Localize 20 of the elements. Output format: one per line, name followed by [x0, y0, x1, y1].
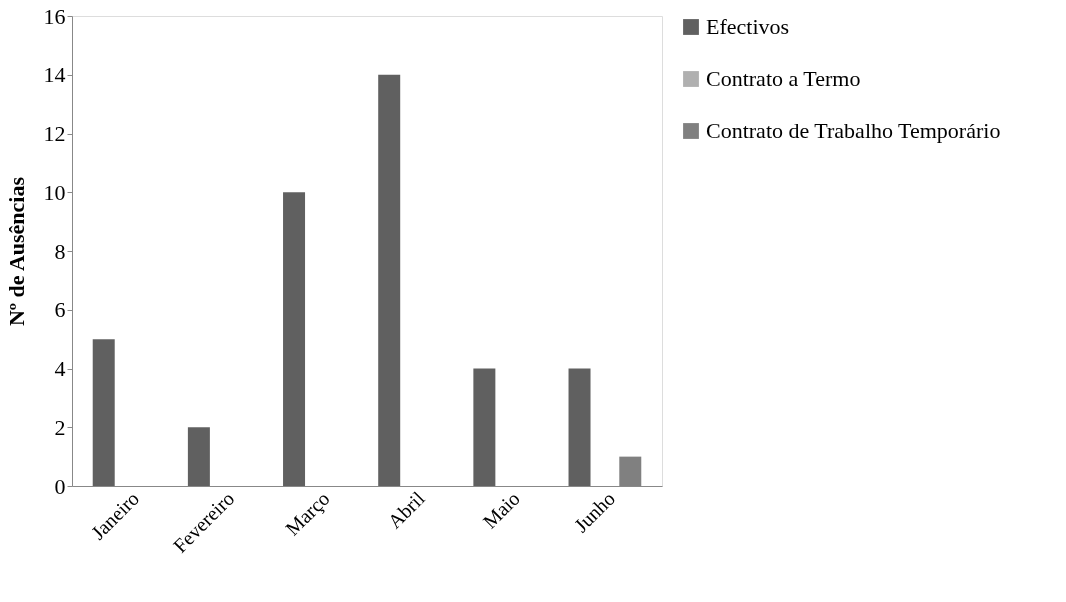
x-tick-label: Maio	[478, 487, 524, 533]
legend-label: Efectivos	[706, 14, 790, 39]
bar	[92, 339, 115, 486]
legend-label: Contrato a Termo	[706, 66, 861, 91]
bar	[568, 368, 591, 486]
y-tick-label: 16	[43, 3, 66, 29]
y-axis-title: Nº de Ausências	[3, 176, 29, 327]
bar	[283, 192, 306, 486]
y-tick-label: 0	[54, 473, 66, 499]
y-tick-label: 12	[43, 121, 66, 146]
y-tick-label: 14	[43, 62, 66, 88]
y-tick-label: 4	[54, 356, 66, 381]
y-tick-label: 10	[43, 179, 66, 205]
bar	[187, 427, 210, 486]
bar	[378, 74, 401, 486]
y-tick-label: 8	[54, 238, 66, 264]
bar	[473, 368, 496, 486]
legend-label: Contrato de Trabalho Temporário	[706, 118, 1001, 143]
y-tick-label: 2	[54, 414, 66, 440]
y-tick-label: 6	[54, 297, 66, 323]
